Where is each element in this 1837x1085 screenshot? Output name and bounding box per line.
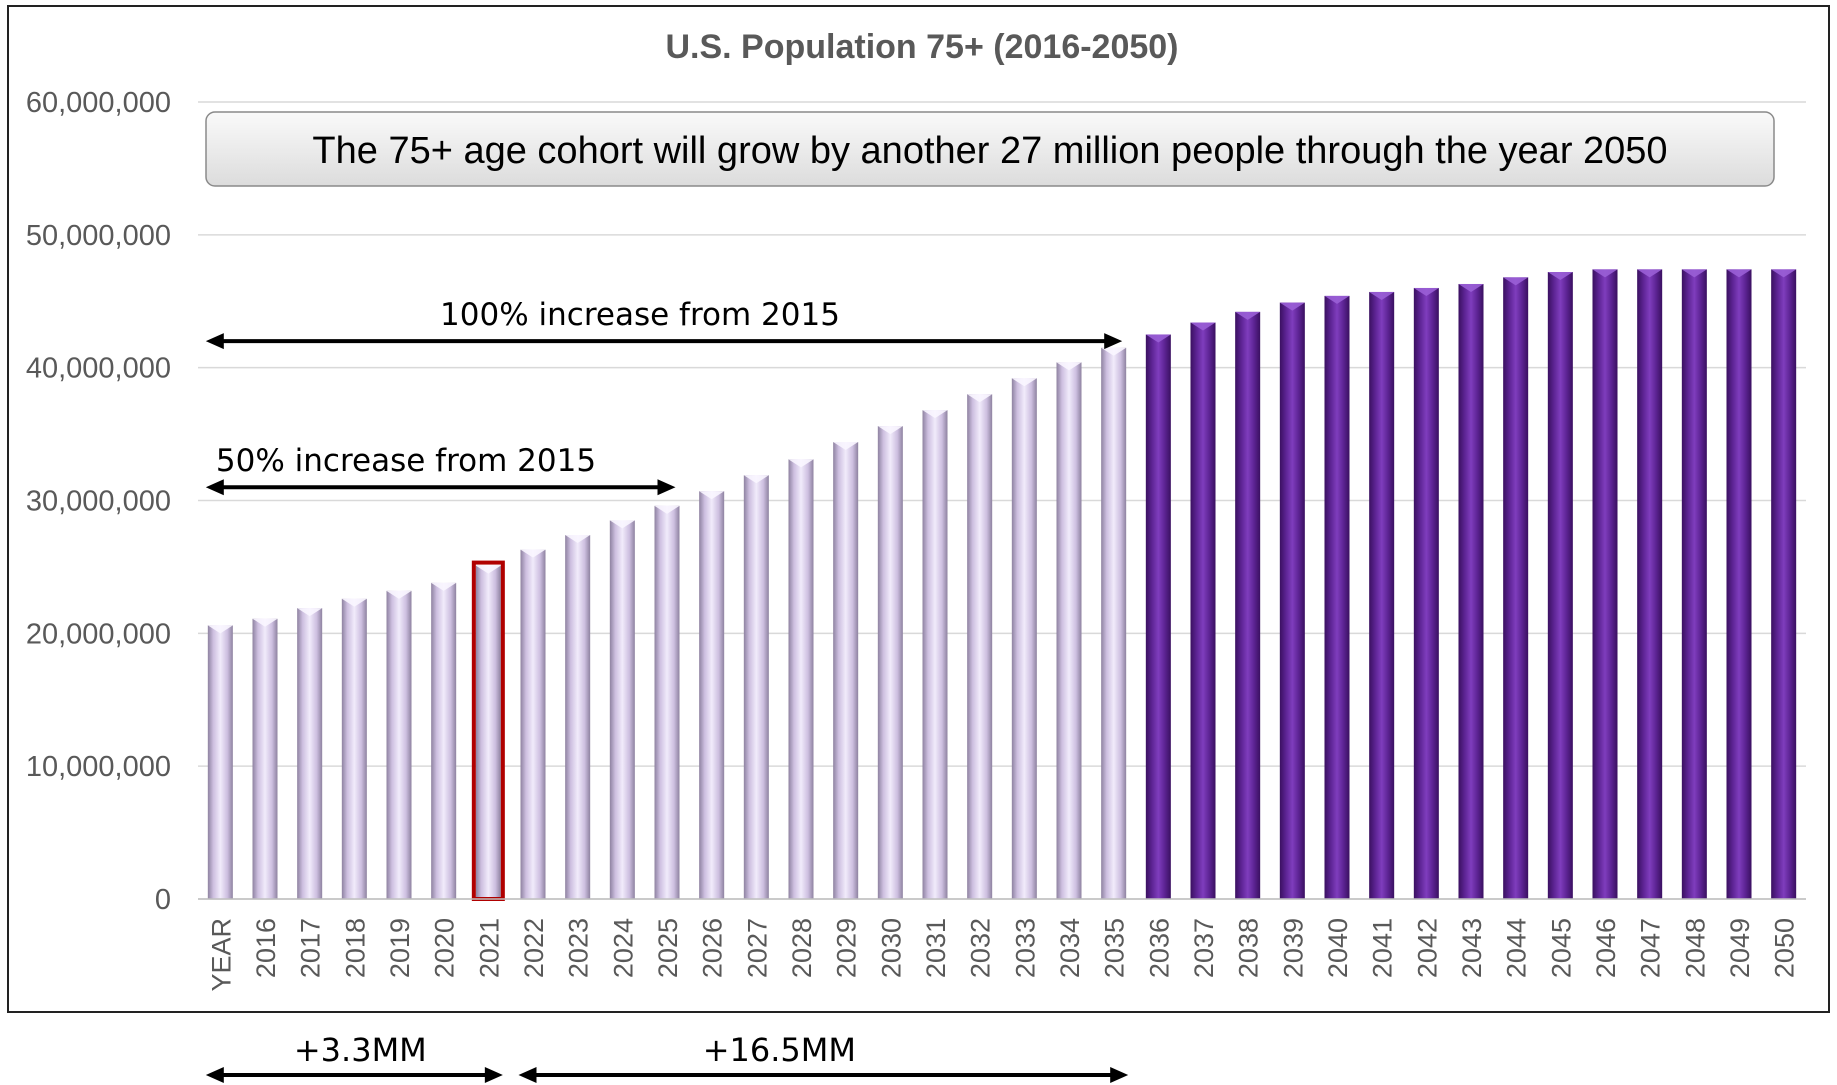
x-tick-label: 2025 — [653, 918, 683, 978]
bar-2041 — [1369, 291, 1395, 899]
bar-2018 — [341, 598, 367, 899]
range-label: +3.3MM — [294, 1031, 427, 1069]
x-tick-label: 2029 — [832, 918, 862, 978]
bar-2045 — [1547, 272, 1573, 899]
y-tick-label: 60,000,000 — [26, 87, 171, 119]
x-tick-label: 2046 — [1591, 918, 1621, 978]
x-tick-label: 2028 — [787, 918, 817, 978]
x-tick-label: YEAR — [206, 918, 236, 992]
chart-title: U.S. Population 75+ (2016-2050) — [665, 28, 1178, 66]
bar-2028 — [788, 459, 814, 899]
x-tick-label: 2047 — [1636, 918, 1666, 978]
bar-2040 — [1324, 295, 1350, 900]
x-tick-label: 2023 — [564, 918, 594, 978]
x-tick-label: 2024 — [608, 918, 638, 978]
x-tick-label: 2048 — [1680, 918, 1710, 978]
x-tick-label: 2036 — [1144, 918, 1174, 978]
x-tick-label: 2033 — [1010, 918, 1040, 978]
x-tick-label: 2026 — [698, 918, 728, 978]
annotation-label: 50% increase from 2015 — [216, 443, 596, 479]
y-tick-label: 20,000,000 — [26, 618, 171, 650]
bar-2044 — [1503, 277, 1529, 900]
x-tick-label: 2022 — [519, 918, 549, 978]
callout-text: The 75+ age cohort will grow by another … — [312, 130, 1667, 172]
x-tick-label: 2049 — [1725, 918, 1755, 978]
bar-YEAR — [207, 625, 233, 899]
bar-2030 — [877, 426, 903, 899]
x-tick-label: 2035 — [1100, 918, 1130, 978]
bars — [198, 269, 1806, 901]
x-tick-label: 2041 — [1368, 918, 1398, 978]
bar-2020 — [431, 582, 457, 899]
annotation-arrow — [205, 479, 676, 496]
x-tick-label: 2019 — [385, 918, 415, 978]
x-tick-label: 2037 — [1189, 918, 1219, 978]
bar-2046 — [1592, 269, 1618, 899]
bar-2023 — [565, 535, 591, 899]
bar-2035 — [1101, 347, 1127, 899]
y-tick-label: 30,000,000 — [26, 486, 171, 518]
x-tick-label: 2032 — [966, 918, 996, 978]
bar-2029 — [833, 442, 859, 899]
bar-2025 — [654, 505, 680, 899]
x-tick-label: 2050 — [1770, 918, 1800, 978]
bar-2032 — [967, 394, 993, 899]
bar-2022 — [520, 549, 546, 899]
x-axis-ticks: YEAR 2016 2017 2018 2019 2020 2021 2022 2023 2024… — [206, 918, 1799, 992]
bar-2039 — [1279, 302, 1305, 899]
bar-2038 — [1235, 311, 1261, 899]
range-arrow — [518, 1067, 1129, 1083]
bar-2027 — [743, 475, 769, 899]
bar-2019 — [386, 590, 412, 899]
x-tick-label: 2042 — [1412, 918, 1442, 978]
x-tick-label: 2017 — [296, 918, 326, 978]
bar-2033 — [1011, 378, 1037, 899]
bar-2043 — [1458, 283, 1484, 899]
annotation-arrow — [205, 333, 1123, 350]
bar-2031 — [922, 410, 948, 899]
bar-2037 — [1190, 322, 1216, 900]
bar-2042 — [1413, 287, 1439, 899]
x-tick-label: 2031 — [921, 918, 951, 978]
range-label: +16.5MM — [703, 1031, 856, 1069]
x-tick-label: 2044 — [1502, 918, 1532, 978]
bar-2026 — [699, 491, 725, 899]
x-tick-label: 2038 — [1234, 918, 1264, 978]
x-tick-label: 2018 — [340, 918, 370, 978]
x-tick-label: 2043 — [1457, 918, 1487, 978]
callout-box: The 75+ age cohort will grow by another … — [205, 111, 1775, 187]
bar-2036 — [1145, 334, 1171, 899]
annotations: 100% increase from 2015 50% increase from… — [205, 297, 1129, 1083]
range-arrow — [205, 1067, 503, 1083]
bar-2016 — [252, 618, 278, 899]
bar-2017 — [297, 608, 323, 899]
x-tick-label: 2045 — [1546, 918, 1576, 978]
y-tick-label: 0 — [155, 884, 171, 916]
x-tick-label: 2027 — [742, 918, 772, 978]
x-tick-label: 2016 — [251, 918, 281, 978]
bar-2050 — [1771, 269, 1797, 899]
x-tick-label: 2030 — [876, 918, 906, 978]
x-tick-label: 2020 — [430, 918, 460, 978]
chart-frame — [7, 5, 1830, 1013]
x-tick-label: 2021 — [474, 918, 504, 978]
x-tick-label: 2034 — [1055, 918, 1085, 978]
annotation-label: 100% increase from 2015 — [440, 297, 840, 333]
bar-2024 — [609, 520, 635, 899]
y-tick-label: 10,000,000 — [26, 751, 171, 783]
y-tick-label: 40,000,000 — [26, 353, 171, 385]
y-axis-ticks: 0 10,000,000 20,000,000 30,000,000 40,000,00… — [26, 87, 171, 916]
bar-2049 — [1726, 269, 1752, 899]
bar-2021 — [471, 560, 505, 901]
x-tick-label: 2040 — [1323, 918, 1353, 978]
bar-2048 — [1681, 269, 1707, 899]
bar-2047 — [1637, 269, 1663, 899]
y-tick-label: 50,000,000 — [26, 220, 171, 252]
x-tick-label: 2039 — [1278, 918, 1308, 978]
bar-2034 — [1056, 362, 1082, 899]
